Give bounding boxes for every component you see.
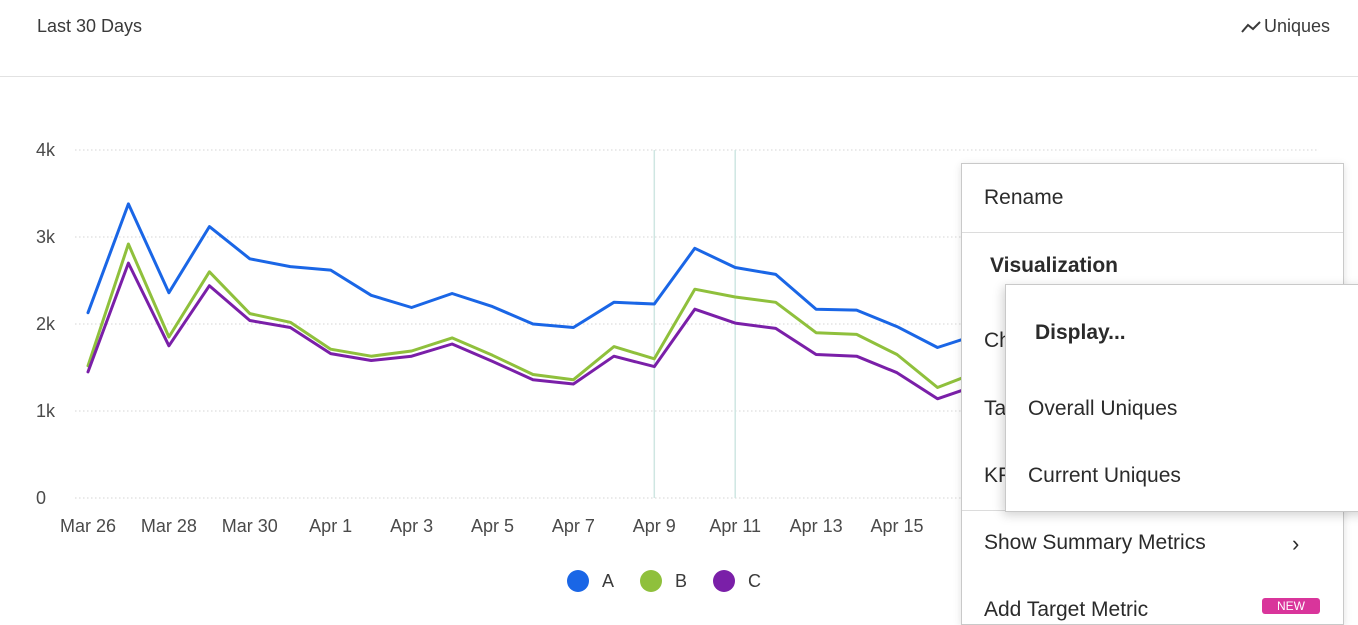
metric-toggle-label: Uniques bbox=[1263, 16, 1330, 36]
x-tick-label: Apr 3 bbox=[390, 516, 433, 536]
chevron-right-icon: › bbox=[1292, 531, 1300, 556]
x-tick-label: Apr 13 bbox=[790, 516, 843, 536]
visualization-section-title: Visualization bbox=[990, 254, 1118, 277]
chart-menu-label: Ch bbox=[984, 329, 1011, 352]
add-target-metric-label: Add Target Metric bbox=[984, 598, 1149, 621]
x-tick-label: Apr 1 bbox=[309, 516, 352, 536]
metric-toggle-button[interactable]: Uniques bbox=[1240, 16, 1330, 37]
display-submenu: Display... Overall Uniques Current Uniqu… bbox=[1005, 284, 1358, 512]
legend-item-c[interactable]: C bbox=[713, 570, 761, 592]
table-menu-label: Ta bbox=[984, 397, 1007, 420]
new-badge: NEW bbox=[1262, 598, 1320, 614]
x-tick-label: Mar 30 bbox=[222, 516, 278, 536]
x-tick-label: Apr 9 bbox=[633, 516, 676, 536]
show-summary-metrics-label: Show Summary Metrics bbox=[984, 531, 1206, 554]
trend-line-icon bbox=[1241, 20, 1261, 33]
x-tick-label: Mar 28 bbox=[141, 516, 197, 536]
chart-legend: A B C bbox=[567, 570, 787, 592]
date-range-label[interactable]: Last 30 Days bbox=[37, 16, 143, 36]
rename-menu-item[interactable]: Rename bbox=[962, 164, 1343, 233]
x-tick-label: Apr 7 bbox=[552, 516, 595, 536]
rename-label: Rename bbox=[984, 186, 1064, 209]
legend-dot-b bbox=[640, 570, 663, 592]
current-uniques-option[interactable]: Current Uniques bbox=[1028, 464, 1181, 487]
legend-item-a[interactable]: A bbox=[567, 570, 614, 592]
y-tick-label: 2k bbox=[36, 314, 56, 334]
series-line-c bbox=[86, 261, 980, 401]
x-tick-label: Mar 26 bbox=[60, 516, 116, 536]
display-submenu-title: Display... bbox=[1035, 321, 1126, 344]
overall-uniques-option[interactable]: Overall Uniques bbox=[1028, 397, 1178, 420]
legend-label-b: B bbox=[675, 570, 688, 591]
legend-dot-c bbox=[713, 570, 736, 592]
legend-dot-a bbox=[567, 570, 589, 592]
legend-label-c: C bbox=[748, 570, 762, 591]
chart-header: Last 30 Days Uniques bbox=[0, 0, 1358, 77]
legend-item-b[interactable]: B bbox=[640, 570, 687, 592]
line-chart: 0 1k 2k 3k 4k Mar 26 Mar 28 Mar 30 Apr 1 Apr 3 Apr… bbox=[36, 140, 1318, 536]
series-line-a bbox=[86, 202, 980, 349]
y-tick-label: 3k bbox=[36, 227, 56, 247]
y-tick-label: 4k bbox=[36, 140, 56, 160]
x-tick-label: Apr 5 bbox=[471, 516, 514, 536]
legend-label-a: A bbox=[602, 570, 615, 591]
show-summary-metrics-menu-item[interactable]: Show Summary Metrics › bbox=[962, 510, 1343, 579]
x-tick-label: Apr 15 bbox=[870, 516, 923, 536]
y-tick-label: 0 bbox=[36, 488, 46, 508]
y-tick-label: 1k bbox=[36, 401, 56, 421]
x-tick-label: Apr 11 bbox=[709, 516, 761, 536]
series-line-b bbox=[86, 242, 980, 389]
